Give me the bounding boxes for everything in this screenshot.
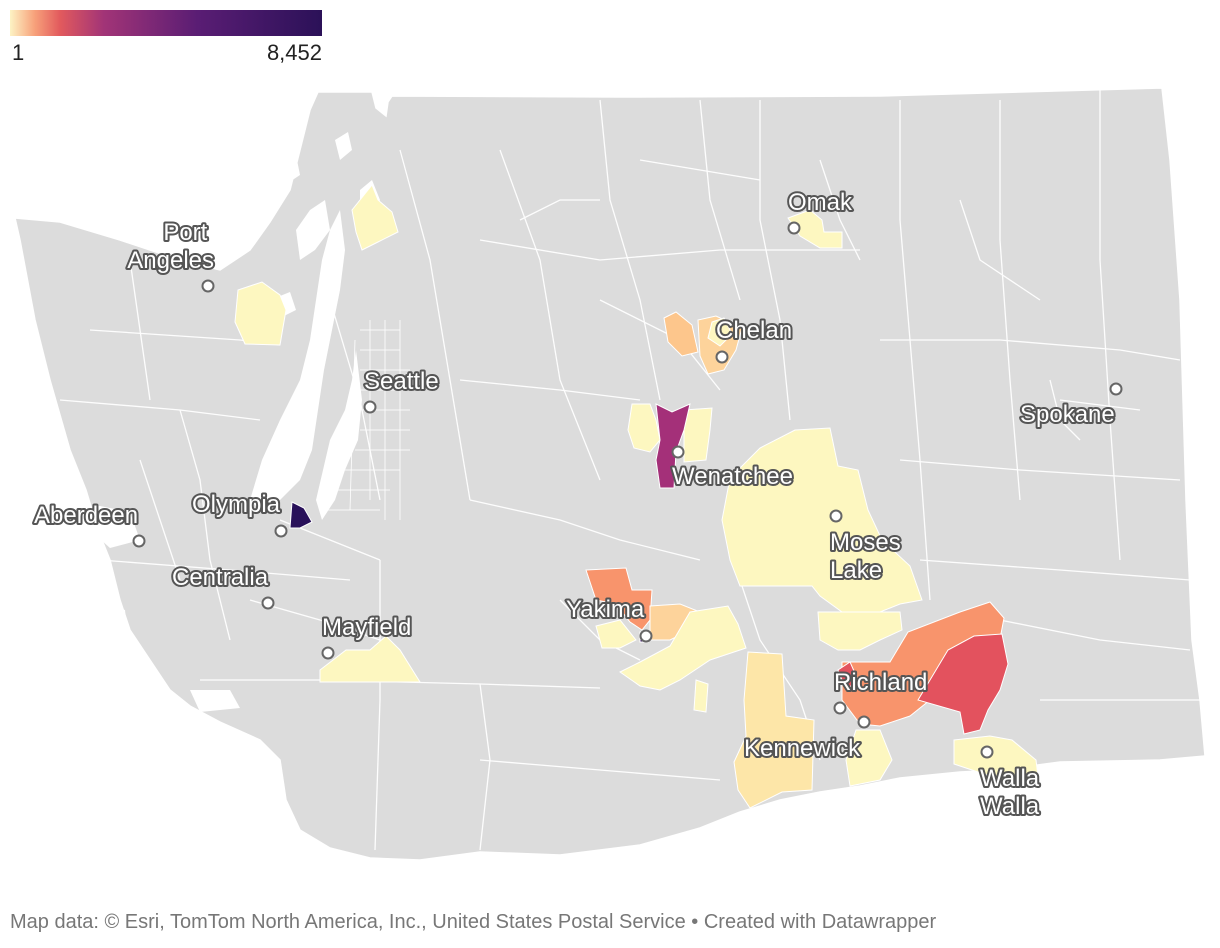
region-omak bbox=[787, 209, 843, 249]
puget-sound-water bbox=[250, 132, 380, 520]
city-label-olympia: Olympia bbox=[192, 491, 281, 518]
washington-map: Port Angeles Omak Chelan Seattle Spokane… bbox=[14, 87, 1206, 861]
city-label-moses-lake-line2: Lake bbox=[830, 557, 882, 584]
city-label-walla-walla: Walla Walla bbox=[980, 765, 1046, 820]
city-label-seattle: Seattle bbox=[364, 368, 439, 395]
city-dot-centralia bbox=[261, 596, 275, 610]
highlighted-regions bbox=[234, 184, 1039, 809]
legend-min-label: 1 bbox=[12, 40, 25, 65]
city-dot-chelan bbox=[715, 350, 729, 364]
city-label-omak: Omak bbox=[788, 189, 853, 216]
region-chelan-west bbox=[663, 311, 699, 357]
region-kennewick-east bbox=[845, 729, 893, 787]
region-yakima-west bbox=[595, 619, 637, 649]
boundary-lines bbox=[59, 90, 1200, 851]
city-label-yakima: Yakima bbox=[566, 596, 645, 623]
region-yakima-east bbox=[619, 605, 747, 691]
city-dot-mayfield bbox=[321, 646, 335, 660]
city-label-centralia: Centralia bbox=[172, 564, 269, 591]
city-label-aberdeen: Aberdeen bbox=[34, 502, 138, 529]
region-yakima-small bbox=[693, 679, 709, 713]
region-olympia bbox=[289, 501, 313, 529]
city-dot-spokane bbox=[1109, 382, 1123, 396]
city-dots bbox=[132, 221, 1123, 759]
city-label-mayfield: Mayfield bbox=[322, 614, 411, 641]
city-label-wenatchee: Wenatchee bbox=[672, 463, 793, 490]
city-label-port-angeles: Port Angeles bbox=[127, 219, 214, 274]
state-land bbox=[14, 87, 1206, 861]
city-label-moses-lake: Moses Lake bbox=[830, 529, 907, 584]
city-dot-omak bbox=[787, 221, 801, 235]
coastal-inlets bbox=[90, 505, 240, 712]
city-dot-richland bbox=[833, 701, 847, 715]
city-dot-kennewick bbox=[857, 715, 871, 729]
city-dot-yakima bbox=[639, 629, 653, 643]
city-dot-walla-walla bbox=[980, 745, 994, 759]
region-richland-small bbox=[837, 661, 859, 691]
region-yakima-orange bbox=[585, 567, 653, 631]
map-credits: Map data: © Esri, TomTom North America, … bbox=[10, 911, 937, 933]
city-label-walla-walla-line2: Walla bbox=[980, 793, 1040, 820]
city-label-walla-walla-line1: Walla bbox=[980, 765, 1040, 792]
city-label-moses-lake-line1: Moses bbox=[830, 529, 901, 556]
city-label-spokane: Spokane bbox=[1020, 401, 1115, 428]
city-dot-moses-lake bbox=[829, 509, 843, 523]
region-walla-walla bbox=[953, 735, 1039, 781]
region-richland-red bbox=[917, 633, 1009, 735]
legend-gradient-bar bbox=[10, 10, 322, 36]
color-legend: 1 8,452 bbox=[10, 10, 322, 70]
region-mayfield bbox=[319, 635, 421, 683]
region-wenatchee bbox=[655, 403, 691, 489]
city-label-port-angeles-line2: Angeles bbox=[127, 247, 214, 274]
region-skagit bbox=[351, 184, 399, 251]
city-dot-olympia bbox=[274, 524, 288, 538]
city-label-chelan: Chelan bbox=[716, 317, 792, 344]
region-moses-south bbox=[817, 611, 903, 651]
legend-max-label: 8,452 bbox=[266, 40, 322, 65]
city-label-port-angeles-line1: Port bbox=[163, 219, 207, 246]
city-dot-wenatchee bbox=[671, 445, 685, 459]
region-kennewick bbox=[733, 651, 815, 809]
region-wenatchee-west bbox=[627, 403, 661, 453]
city-label-richland: Richland bbox=[834, 669, 927, 696]
city-label-kennewick: Kennewick bbox=[744, 735, 861, 762]
city-dot-aberdeen bbox=[132, 534, 146, 548]
region-chelan-lake bbox=[707, 317, 733, 347]
city-dot-seattle bbox=[363, 400, 377, 414]
city-dot-port-angeles bbox=[201, 279, 215, 293]
region-sequim bbox=[234, 281, 287, 346]
city-labels: Port Angeles Omak Chelan Seattle Spokane… bbox=[32, 187, 1117, 822]
